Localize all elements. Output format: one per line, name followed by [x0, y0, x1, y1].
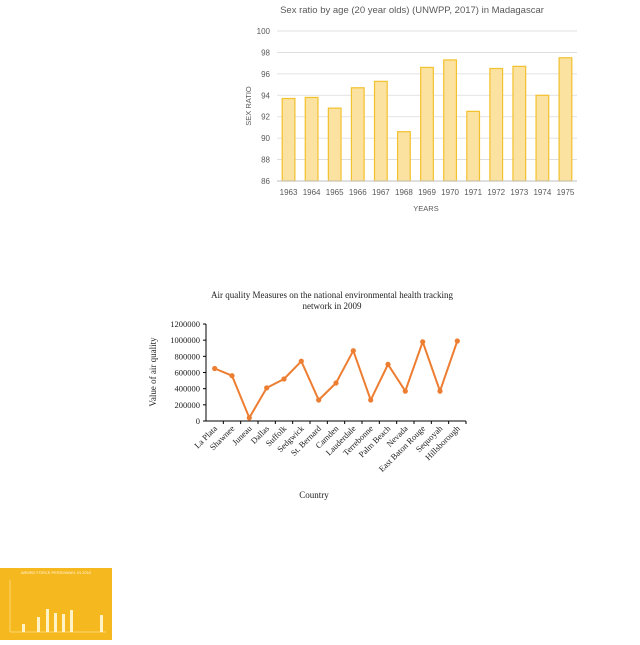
line-chart-title-line-2: network in 2009	[303, 301, 362, 311]
bar-1973	[512, 65, 527, 182]
bar-chart-x-tick-label: 1972	[487, 188, 505, 197]
thumbnail-bar	[37, 617, 40, 632]
bar-chart-x-tick-label: 1970	[441, 188, 459, 197]
bar-chart-y-tick-label: 86	[261, 177, 270, 186]
bar-chart-x-tick-label: 1963	[280, 188, 298, 197]
bar-1972	[489, 67, 504, 182]
point-palm-beach	[385, 361, 391, 367]
bar-1970	[443, 59, 458, 182]
bar-chart-x-tick-label: 1969	[418, 188, 436, 197]
bar-chart-x-tick-label: 1965	[326, 188, 344, 197]
thumbnail-chart: ARMED FORCE PERSONNEL IN 2010	[9, 570, 106, 633]
line-chart-title-line-1: Air quality Measures on the national env…	[211, 290, 453, 300]
bar-1974	[535, 94, 550, 182]
point-camden	[333, 380, 339, 386]
bar-1967	[373, 80, 388, 182]
bar-chart-title: Sex ratio by age (20 year olds) (UNWPP, …	[280, 5, 544, 16]
bar-1971	[466, 110, 481, 182]
point-sedgwick	[298, 358, 304, 364]
bar-chart-y-tick-label: 88	[261, 156, 270, 165]
point-hillsborough	[454, 338, 460, 344]
thumbnail-bar	[22, 624, 25, 632]
line-chart-y-tick-label: 400000	[175, 384, 201, 394]
bar-1969	[420, 66, 434, 182]
thumbnail-bar	[46, 609, 49, 632]
air-quality-line-chart: Air quality Measures on the national env…	[148, 290, 467, 500]
point-dallas	[264, 385, 270, 391]
bar-chart-bars	[281, 57, 573, 182]
line-chart-y-tick-labels: 0 200000 400000 600000 800000 1000000 1200000	[170, 319, 206, 426]
bar-chart-x-tick-label: 1974	[533, 188, 551, 197]
bar-chart-x-tick-label: 1966	[349, 188, 367, 197]
bar-1963	[281, 97, 296, 182]
bar-chart-y-tick-label: 92	[261, 113, 270, 122]
point-sequoyah	[437, 388, 443, 394]
bar-1975	[558, 57, 573, 182]
bar-chart-x-tick-labels: 1963 1964 1965 1966 1967 1968 1969 1970 1971 1972…	[280, 188, 575, 197]
line-chart-y-tick-label: 1200000	[170, 319, 200, 329]
bar-chart-x-tick-label: 1968	[395, 188, 413, 197]
thumbnail-title: ARMED FORCE PERSONNEL IN 2010	[21, 570, 92, 575]
armed-forces-thumbnail[interactable]: ARMED FORCE PERSONNEL IN 2010	[0, 568, 112, 640]
line-chart-y-tick-label: 800000	[175, 351, 201, 361]
bar-chart-y-tick-label: 90	[261, 134, 270, 143]
line-chart-y-tick-label: 1000000	[170, 335, 200, 345]
thumbnail-bar	[62, 614, 65, 632]
bar-chart-x-tick-label: 1973	[510, 188, 528, 197]
bar-chart-y-tick-labels: 86 88 90 92 94 96 98 100	[257, 27, 271, 186]
point-terrebonne	[368, 397, 374, 403]
line-chart-x-tick-label: Juneau	[230, 423, 254, 447]
bar-chart-x-tick-label: 1975	[557, 188, 575, 197]
bar-chart-y-tick-label: 100	[257, 27, 271, 36]
bar-chart-y-tick-label: 96	[261, 70, 270, 79]
point-east-baton-rouge	[420, 339, 426, 345]
bar-chart-x-tick-label: 1971	[464, 188, 482, 197]
line-chart-x-axis-label: Country	[299, 490, 329, 500]
point-lauderdale	[350, 348, 356, 354]
thumbnail-bar	[54, 613, 57, 632]
bar-1966	[350, 87, 365, 182]
point-st-bernard	[316, 397, 322, 403]
bar-1968	[396, 131, 411, 182]
bar-chart-y-axis-label: SEX RATIO	[244, 86, 253, 126]
bar-chart-y-tick-label: 98	[261, 48, 270, 57]
bar-chart-y-tick-label: 94	[261, 91, 270, 100]
line-chart-points	[212, 338, 460, 421]
line-chart-y-tick-label: 600000	[175, 368, 201, 378]
line-chart-x-tick-labels: La PlataShawneeJuneauDallasSuffolkSedgwi…	[192, 421, 467, 474]
point-la-plata	[212, 365, 218, 372]
point-juneau	[246, 415, 252, 421]
line-chart-series-line	[214, 338, 459, 421]
bar-chart-x-tick-label: 1967	[372, 188, 390, 197]
bar-chart-x-tick-label: 1964	[303, 188, 321, 197]
thumbnail-bar	[70, 610, 73, 632]
line-chart-y-tick-label: 0	[196, 416, 200, 426]
bar-chart-x-axis-label: YEARS	[413, 204, 438, 213]
line-chart-y-tick-label: 200000	[175, 400, 201, 410]
point-shawnee	[229, 373, 235, 379]
bar-1965	[327, 107, 342, 182]
bar-1964	[304, 96, 319, 182]
sex-ratio-bar-chart: Sex ratio by age (20 year olds) (UNWPP, …	[244, 5, 577, 213]
point-nevada	[402, 388, 408, 394]
thumbnail-bar	[100, 615, 103, 632]
point-suffolk	[281, 376, 287, 382]
line-chart-y-axis-label: Value of air quality	[148, 337, 158, 407]
